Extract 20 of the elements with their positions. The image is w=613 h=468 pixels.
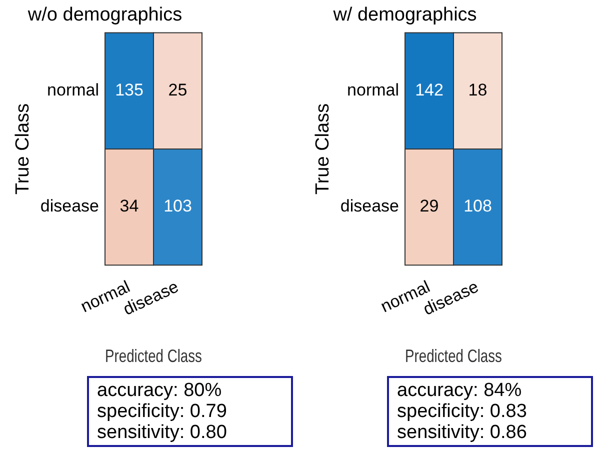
y-axis-title: True Class [12,103,34,195]
text: specificity: 0.83 [397,401,528,422]
data-label: 135 [115,80,144,100]
x-axis-title: Predicted Class [105,346,202,367]
text: sensitivity: 0.86 [397,422,528,443]
data-label: 25 [168,80,188,100]
y-axis-title: True Class [312,103,334,195]
data-label: 103 [164,196,192,216]
data-label: 34 [120,196,139,216]
data-label: 29 [420,196,439,216]
text: specificity: 0.79 [97,401,228,422]
text: accuracy: 80% [97,380,223,401]
data-label: 108 [464,196,492,216]
text: sensitivity: 0.80 [97,422,228,443]
data-label: 142 [415,80,444,100]
chart-title: w/o demographics [26,4,182,26]
chart-title: w/ demographics [332,4,477,26]
data-label: 18 [468,80,488,100]
x-axis-title: Predicted Class [405,346,502,367]
text: accuracy: 84% [397,380,523,401]
